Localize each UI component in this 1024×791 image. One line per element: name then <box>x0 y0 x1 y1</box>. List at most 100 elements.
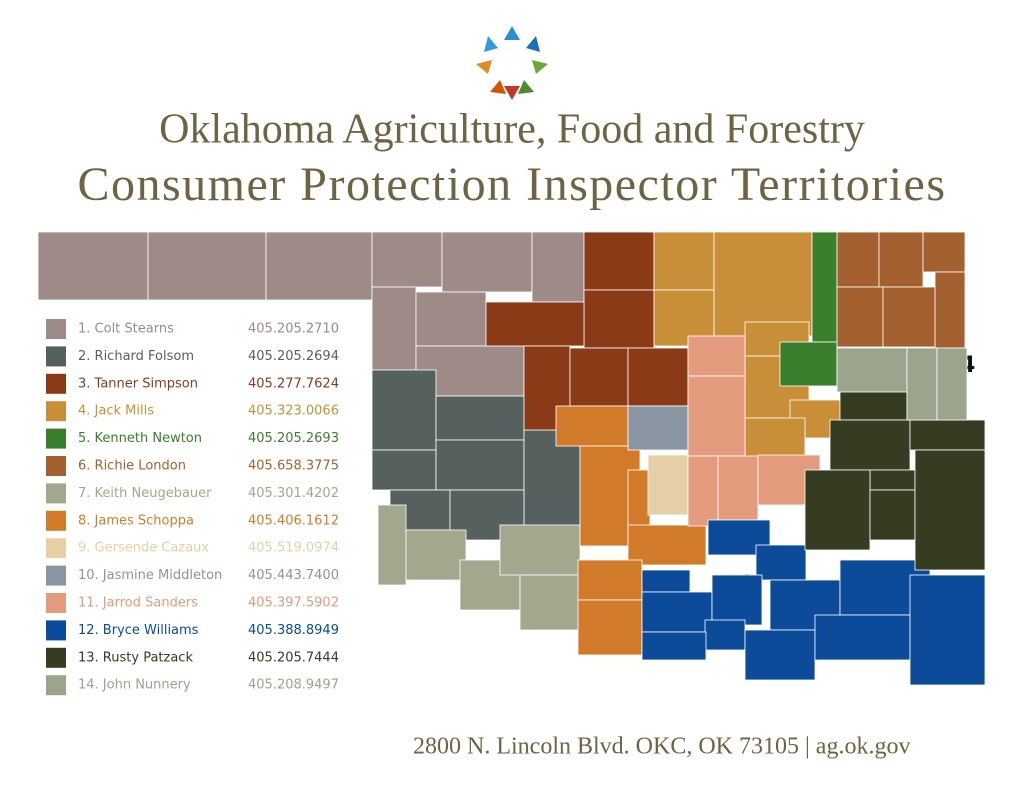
legend-phone: 405.205.2693 <box>248 431 339 446</box>
county <box>909 419 986 451</box>
county <box>779 341 838 387</box>
legend-swatch <box>46 565 66 586</box>
county <box>836 286 884 348</box>
legend-phone: 405.658.3775 <box>248 459 339 474</box>
legend-phone: 405.205.7444 <box>248 650 339 665</box>
legend-name: 1. Colt Stearns <box>78 322 174 337</box>
footer: 2800 N. Lincoln Blvd. OKC, OK 73105 | ag… <box>413 734 910 760</box>
legend-swatch <box>46 456 66 476</box>
county <box>519 574 581 631</box>
county <box>744 629 816 681</box>
county <box>147 231 267 301</box>
legend-phone: 405.406.1612 <box>248 513 339 528</box>
county <box>922 231 966 273</box>
legend: 1. Colt Stearns 405.205.2710 2. Richard Fo… <box>38 306 370 702</box>
legend-phone: 405.323.0066 <box>248 404 339 419</box>
county <box>906 347 938 421</box>
county <box>713 231 813 337</box>
legend-name: 13. Rusty Patzack <box>78 650 193 665</box>
county <box>687 335 746 377</box>
logo-petal <box>518 80 534 94</box>
legend-swatch <box>46 647 66 668</box>
legend-phone: 405.277.7624 <box>248 376 339 391</box>
logo-petal <box>504 86 520 100</box>
county <box>936 347 968 421</box>
legend-phone: 405.443.7400 <box>248 568 339 583</box>
legend-swatch <box>46 620 66 641</box>
county <box>627 405 689 451</box>
legend-name: 10. Jasmine Middleton <box>78 568 222 583</box>
county <box>371 369 437 451</box>
county <box>711 574 763 626</box>
logo-petal <box>532 60 548 74</box>
county <box>435 439 525 491</box>
county <box>555 405 629 447</box>
legend-name: 5. Kenneth Newton <box>78 431 202 446</box>
county <box>371 231 443 288</box>
county <box>641 591 713 633</box>
legend-swatch <box>46 373 66 394</box>
county <box>836 231 880 288</box>
county <box>839 389 908 421</box>
legend-name: 2. Richard Folsom <box>78 349 194 364</box>
legend-phone: 405.397.5902 <box>248 596 339 611</box>
county <box>627 347 689 407</box>
legend-phone: 405.205.2694 <box>248 349 339 364</box>
legend-swatch <box>46 319 66 339</box>
county <box>485 301 585 347</box>
county <box>583 289 655 349</box>
county <box>641 569 691 593</box>
county <box>647 454 689 516</box>
county <box>804 469 871 551</box>
county <box>909 574 986 686</box>
county <box>435 395 525 441</box>
county <box>707 519 771 556</box>
legend-name: 8. James Schoppa <box>78 513 194 528</box>
legend-phone: 405.208.9497 <box>248 678 339 693</box>
legend-swatch <box>46 401 66 422</box>
legend-name: 3. Tanner Simpson <box>78 376 198 391</box>
subtitle: Consumer Protection Inspector Territorie… <box>77 158 946 211</box>
county <box>687 375 746 457</box>
county <box>755 544 807 581</box>
legend-swatch <box>46 346 66 367</box>
county <box>37 231 149 301</box>
legend-phone: 405.388.8949 <box>248 623 339 638</box>
county <box>814 614 911 661</box>
county <box>878 231 924 288</box>
county <box>836 347 908 393</box>
map: CimarronTexasBeaverHarperWoodsAlfalfaEll… <box>37 231 986 686</box>
legend-name: 12. Bryce Williams <box>78 623 199 638</box>
county <box>641 631 707 661</box>
county <box>371 449 437 491</box>
logo-petal <box>476 60 492 74</box>
logo-petal <box>490 80 506 94</box>
legend-swatch <box>46 428 66 449</box>
county <box>265 231 373 301</box>
legend-phone: 405.519.0974 <box>248 541 339 556</box>
legend-swatch <box>46 593 66 613</box>
county <box>523 429 581 531</box>
county <box>627 524 707 566</box>
county <box>583 231 655 291</box>
legend-swatch <box>46 675 66 696</box>
logo-star <box>499 50 525 74</box>
legend-swatch <box>46 510 66 531</box>
logo <box>476 26 548 100</box>
legend-name: 4. Jack Mills <box>78 404 154 419</box>
legend-phone: 405.301.4202 <box>248 486 339 501</box>
legend-swatch <box>46 538 66 559</box>
county <box>499 524 581 576</box>
county <box>415 291 487 347</box>
county <box>882 286 936 348</box>
legend-name: 6. Richie London <box>78 459 186 474</box>
county <box>934 271 966 349</box>
logo-petal <box>526 36 540 52</box>
county <box>371 286 417 371</box>
county <box>569 347 629 407</box>
legend-name: 7. Keith Neugebauer <box>78 486 212 501</box>
county <box>653 231 715 291</box>
county <box>717 455 759 521</box>
county <box>577 599 643 656</box>
legend-name: 14. John Nunnery <box>78 678 191 693</box>
